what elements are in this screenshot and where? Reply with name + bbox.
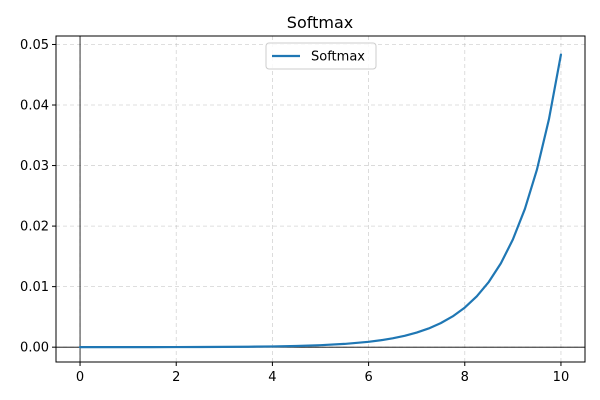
- series-layer: [78, 53, 563, 349]
- y-tick-label: 0.00: [20, 341, 49, 356]
- x-tick-label: 8: [461, 370, 469, 385]
- y-tick-label: 0.02: [20, 220, 49, 235]
- x-tick-label: 0: [76, 370, 84, 385]
- y-tick-label: 0.05: [20, 38, 49, 53]
- x-tick-label: 10: [553, 370, 570, 385]
- y-tick-label: 0.04: [20, 99, 49, 114]
- y-tick-label: 0.03: [20, 159, 49, 174]
- legend: Softmax: [265, 42, 377, 70]
- legend-label: Softmax: [311, 50, 365, 65]
- ticks: 0 2 4 6 8 10 0.00 0.01 0.02 0.03 0.04 0.05: [20, 38, 569, 385]
- plot-area-frame: [55, 35, 586, 363]
- x-tick-label: 4: [268, 370, 276, 385]
- series-line-softmax: [78, 53, 563, 349]
- y-tick-label: 0.01: [20, 280, 49, 295]
- x-tick-label: 2: [172, 370, 180, 385]
- x-tick-label: 6: [364, 370, 372, 385]
- chart-title: Softmax: [287, 13, 353, 32]
- legend-box: [265, 42, 377, 70]
